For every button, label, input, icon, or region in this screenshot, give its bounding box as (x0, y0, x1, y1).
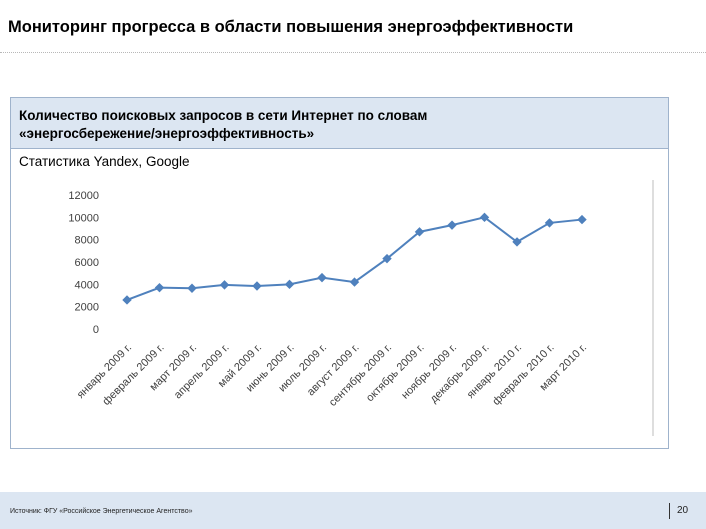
y-tick-label: 8000 (75, 235, 99, 247)
data-point-marker (349, 277, 360, 287)
slide-title: Мониторинг прогресса в области повышения… (8, 18, 574, 36)
footer-source: Источник: ФГУ «Российское Энергетическое… (10, 508, 193, 515)
data-point-marker (219, 280, 230, 290)
y-tick-label: 10000 (68, 212, 99, 224)
data-point-marker (382, 253, 392, 264)
y-tick-label: 0 (93, 324, 99, 336)
footer-separator (669, 503, 670, 519)
data-point-marker (122, 295, 132, 305)
data-point-marker (479, 212, 490, 223)
y-tick-label: 2000 (75, 302, 99, 314)
data-point-marker (154, 282, 165, 293)
panel-title-line-1: Количество поисковых запросов в сети Инт… (19, 108, 428, 123)
data-point-marker (317, 272, 327, 283)
x-tick-label: январь 2009 г. (75, 342, 134, 401)
page-number: 20 (677, 505, 689, 516)
data-point-marker (252, 281, 262, 291)
data-point-marker (414, 227, 425, 237)
y-tick-label: 6000 (75, 257, 99, 269)
data-point-marker (512, 237, 522, 247)
panel-header: Количество поисковых запросов в сети Инт… (11, 98, 668, 149)
title-divider (0, 52, 706, 53)
data-point-marker (577, 214, 587, 225)
x-tick-label: декабрь 2009 г. (428, 342, 492, 406)
line-chart: 0 2000 4000 6000 8000 10000 12000 январь 2009 г… (68, 180, 654, 436)
data-point-marker (284, 279, 295, 290)
panel-title-line-2: «энергосбережение/энергоэффективность» (19, 126, 315, 141)
footer-bar: Источник: ФГУ «Российское Энергетическое… (0, 492, 706, 529)
chart-panel: Количество поисковых запросов в сети Инт… (10, 97, 669, 449)
panel-title: Количество поисковых запросов в сети Инт… (19, 107, 659, 143)
y-tick-label: 12000 (68, 190, 99, 202)
x-tick-label: октябрь 2009 г. (364, 342, 427, 405)
data-point-marker (447, 220, 457, 230)
data-point-marker (187, 283, 197, 293)
y-tick-label: 4000 (75, 279, 99, 291)
panel-subtitle: Статистика Yandex, Google (19, 154, 190, 169)
data-point-marker (544, 218, 555, 228)
